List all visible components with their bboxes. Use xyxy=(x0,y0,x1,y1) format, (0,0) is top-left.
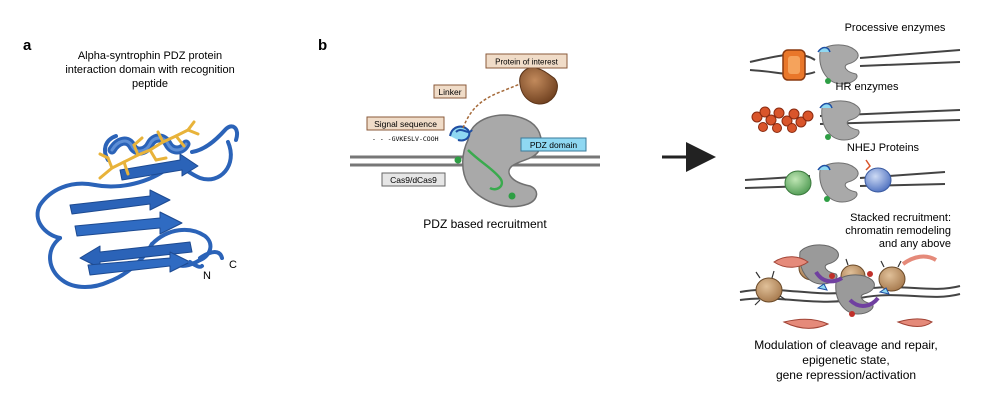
protein-of-interest-blob xyxy=(519,67,558,105)
panel-a-title-line-2: interaction domain with recognition xyxy=(65,64,234,76)
processive-enzymes-label: Processive enzymes xyxy=(845,22,946,34)
protein-of-interest-box xyxy=(485,53,568,69)
signal-sequence-box xyxy=(366,116,445,131)
signal-sequence-label: Signal sequence xyxy=(374,119,437,129)
modulation-line-3: gene repression/activation xyxy=(776,368,916,382)
nhej-proteins-illustration xyxy=(744,159,946,203)
recognition-peptide xyxy=(98,120,200,180)
guide-rna xyxy=(467,149,504,191)
linker-box xyxy=(433,84,467,99)
stacked-line-2: chromatin remodeling xyxy=(845,225,951,237)
pam-dot-1 xyxy=(454,156,462,164)
pdz-domain-box xyxy=(520,137,587,152)
panel-a-title-line-3: peptide xyxy=(132,78,168,90)
panel-a-letter: a xyxy=(23,37,32,54)
cas9-box xyxy=(381,172,446,187)
pdz-domain-ribbon xyxy=(449,125,473,142)
c-terminus-label: C xyxy=(229,259,237,271)
processive-enzymes-illustration xyxy=(749,44,961,85)
modulation-line-2: epigenetic state, xyxy=(802,353,889,367)
panel-a-title-line-1: Alpha-syntrophin PDZ protein xyxy=(78,50,222,62)
pdz-ribbon-structure xyxy=(35,124,239,289)
hr-enzymes-label: HR enzymes xyxy=(836,81,899,93)
modulation-line-1: Modulation of cleavage and repair, xyxy=(754,338,937,352)
cas9-label: Cas9/dCas9 xyxy=(390,175,437,185)
peptide-sequence: - - -GVKESLV-COOH xyxy=(372,135,439,143)
panel-b-letter: b xyxy=(318,37,327,54)
linker-label: Linker xyxy=(438,87,461,97)
panel-a-title: Alpha-syntrophin PDZ protein interaction… xyxy=(65,50,234,90)
pam-dot-2 xyxy=(508,192,516,200)
modulation-label: Modulation of cleavage and repair, epige… xyxy=(754,338,937,382)
linker xyxy=(462,83,521,129)
stacked-line-3: and any above xyxy=(879,238,951,250)
hr-enzymes-illustration xyxy=(751,100,961,141)
cas9-protein xyxy=(462,114,542,208)
pdz-domain-label: PDZ domain xyxy=(530,140,578,150)
protein-of-interest-label: Protein of interest xyxy=(495,58,558,67)
nhej-proteins-label: NHEJ Proteins xyxy=(847,142,920,154)
stacked-recruitment-illustration xyxy=(739,244,961,329)
stacked-recruitment-label: Stacked recruitment: chromatin remodelin… xyxy=(845,212,951,250)
n-terminus-label: N xyxy=(203,270,211,282)
pdz-recruitment-caption: PDZ based recruitment xyxy=(423,217,547,231)
stacked-line-1: Stacked recruitment: xyxy=(850,212,951,224)
